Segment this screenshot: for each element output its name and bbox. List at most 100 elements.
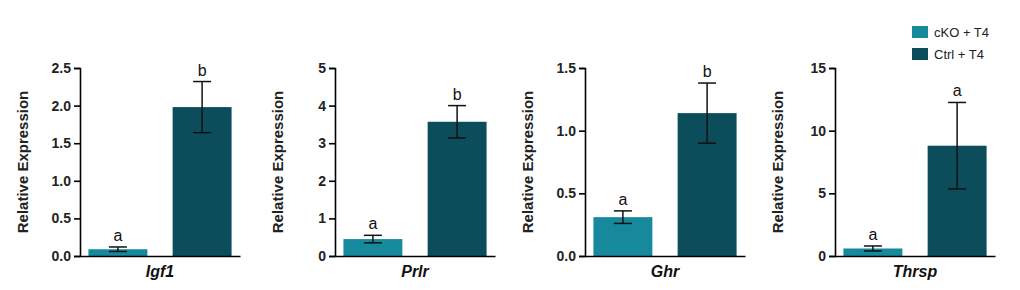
tick-label: 10 [810, 123, 826, 139]
error-line [456, 106, 458, 138]
y-tick: 1.0 [52, 173, 80, 189]
tick-label: 3 [318, 135, 326, 151]
tick-mark [74, 181, 80, 183]
tick-mark [74, 256, 80, 258]
x-tick: Thrsp [893, 256, 938, 280]
y-tick: 2.5 [52, 60, 80, 76]
error-bar [864, 246, 882, 251]
legend-label: cKO + T4 [934, 25, 989, 40]
plot-area [593, 83, 736, 256]
significance-letter: b [453, 86, 462, 103]
legend: cKO + T4Ctrl + T4 [912, 25, 989, 62]
significance-letter: a [113, 227, 122, 244]
y-tick: 0 [818, 248, 835, 264]
error-cap [364, 235, 382, 237]
error-cap [948, 102, 966, 104]
error-line [706, 83, 708, 143]
error-cap [448, 137, 466, 139]
y-tick: 0.5 [52, 210, 80, 226]
tick-label: 5 [318, 60, 326, 76]
significance-letter: a [868, 226, 877, 243]
x-tick: Igf1 [146, 256, 175, 280]
tick-label: 0.5 [52, 210, 72, 226]
axis-line [829, 69, 836, 257]
error-cap [948, 188, 966, 190]
y-axis: 0.00.51.01.52.02.5 [52, 60, 81, 264]
tick-label: 0.0 [52, 248, 72, 264]
tick-label: 1.5 [557, 60, 577, 76]
tick-label: 0.0 [557, 248, 577, 264]
error-line [872, 246, 874, 251]
category-label: Ghr [651, 263, 680, 280]
axis-line [579, 69, 586, 257]
tick-mark [329, 256, 335, 258]
tick-mark [829, 256, 835, 258]
y-tick: 1.5 [52, 135, 80, 151]
y-tick: 0.0 [557, 248, 585, 264]
tick-label: 5 [818, 185, 826, 201]
y-axis-title: Relative Expression [519, 91, 536, 234]
error-cap [864, 250, 882, 252]
tick-label: 1.0 [557, 123, 577, 139]
tick-mark [329, 68, 335, 70]
axis-line [836, 256, 996, 258]
significance-letter: a [368, 215, 377, 232]
y-tick: 10 [810, 123, 835, 139]
bar [593, 217, 652, 256]
axis-line [329, 69, 336, 257]
category-label: Prlr [401, 263, 429, 280]
error-bar [364, 235, 382, 243]
tick-label: 1 [318, 210, 326, 226]
error-cap [364, 242, 382, 244]
tick-mark [74, 105, 80, 107]
y-tick: 15 [810, 60, 835, 76]
significance-letter: a [618, 191, 627, 208]
tick-mark [829, 130, 835, 132]
error-line [956, 102, 958, 188]
significance-letter: a [953, 82, 962, 99]
error-bar [698, 83, 716, 143]
error-line [622, 211, 624, 224]
legend-swatch [912, 26, 928, 38]
tick-mark [829, 193, 835, 195]
significance-letter: b [703, 63, 712, 80]
y-tick: 4 [318, 98, 335, 114]
y-axis: 0 5 10 15 [810, 60, 835, 264]
error-bar [948, 102, 966, 188]
tick-mark [579, 193, 585, 195]
x-tick: Ghr [651, 256, 680, 280]
significance-letter: b [198, 62, 207, 79]
y-tick: 5 [318, 60, 335, 76]
legend-swatch [912, 48, 928, 60]
error-line [201, 82, 203, 133]
tick-label: 0.5 [557, 185, 577, 201]
y-axis-title: Relative Expression [14, 91, 31, 234]
panel: a b 0.0 0.5 1.0 1.5 Ghr Relative Expression [519, 60, 746, 280]
error-cap [698, 82, 716, 84]
tick-mark [329, 143, 335, 145]
error-cap [109, 251, 127, 253]
plot-area [88, 82, 231, 256]
y-tick: 0 [318, 248, 335, 264]
tick-label: 2 [318, 173, 326, 189]
y-axis: 0.0 0.5 1.0 1.5 [557, 60, 586, 264]
figure: ab0.00.51.01.52.02.5Igf1Relative Express… [0, 0, 1020, 290]
tick-label: 0 [318, 248, 326, 264]
axis-line [336, 256, 496, 258]
error-bar [448, 106, 466, 138]
x-axis: Thrsp [836, 256, 996, 280]
y-tick: 3 [318, 135, 335, 151]
error-cap [864, 245, 882, 247]
error-cap [193, 81, 211, 83]
y-tick: 0.5 [557, 185, 585, 201]
tick-mark [329, 218, 335, 220]
y-tick: 1.0 [557, 123, 585, 139]
x-tick: Prlr [401, 256, 429, 280]
error-cap [109, 246, 127, 248]
y-axis-title: Relative Expression [769, 91, 786, 234]
panel: a b 0 1 2 3 4 5 Prlr Relative Expression [269, 60, 496, 280]
axis-line [81, 256, 241, 258]
y-axis-title: Relative Expression [269, 91, 286, 234]
tick-mark [829, 68, 835, 70]
error-cap [698, 142, 716, 144]
